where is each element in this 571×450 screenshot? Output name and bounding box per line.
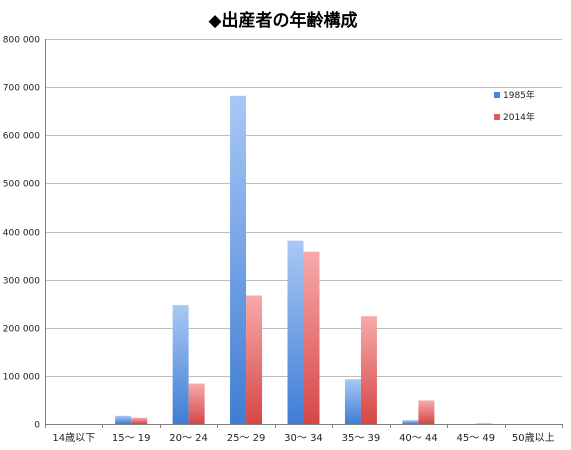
x-tick-label: 50歳以上	[512, 432, 555, 444]
x-tick-label: 14歳以下	[52, 432, 95, 444]
x-tick-label: 15～ 19	[112, 433, 151, 444]
y-tick-label: 100 000	[3, 373, 40, 383]
bar-series2-6	[418, 400, 435, 424]
bar-series2-3	[246, 295, 263, 424]
bar-series1-5	[344, 379, 361, 424]
y-tick-label: 300 000	[3, 277, 40, 287]
y-tick-label: 700 000	[3, 84, 40, 94]
bars	[115, 95, 492, 424]
x-axis-ticks: 14歳以下 15～ 19 20～ 24 25～ 29 30～ 34 35～ 39 40～ 4…	[45, 424, 563, 444]
y-tick-label: 500 000	[3, 180, 40, 190]
bar-series1-1	[115, 415, 132, 424]
y-tick-label: 0	[34, 421, 40, 431]
bar-series1-3	[230, 95, 247, 424]
bar-series1-2	[172, 305, 189, 424]
chart-title: ◆出産者の年齢構成	[208, 10, 357, 31]
bar-series1-4	[287, 240, 304, 424]
bar-series2-2	[188, 383, 205, 424]
bar-series1-6	[402, 420, 419, 424]
y-axis-ticks: 0 100 000 200 000 300 000 400 000 500 000 600 …	[3, 36, 40, 431]
legend-label: 1985年	[503, 89, 535, 101]
x-tick-label: 25～ 29	[227, 433, 266, 444]
legend: 1985年 2014年	[494, 89, 535, 123]
legend-swatch	[494, 114, 500, 120]
legend-label: 2014年	[503, 111, 535, 123]
y-tick-label: 200 000	[3, 325, 40, 335]
bar-series2-4	[303, 251, 320, 424]
gridlines	[45, 39, 562, 425]
bar-series2-5	[360, 316, 377, 424]
bar-series2-1	[131, 417, 148, 424]
x-tick-label: 30～ 34	[284, 433, 323, 444]
y-tick-label: 800 000	[3, 36, 40, 46]
x-tick-label: 45～ 49	[457, 433, 496, 444]
x-tick-label: 20～ 24	[169, 433, 208, 444]
y-tick-label: 400 000	[3, 229, 40, 239]
x-tick-label: 40～ 44	[399, 433, 438, 444]
y-tick-label: 600 000	[3, 132, 40, 142]
x-tick-label: 35～ 39	[342, 433, 381, 444]
legend-swatch	[494, 92, 500, 98]
